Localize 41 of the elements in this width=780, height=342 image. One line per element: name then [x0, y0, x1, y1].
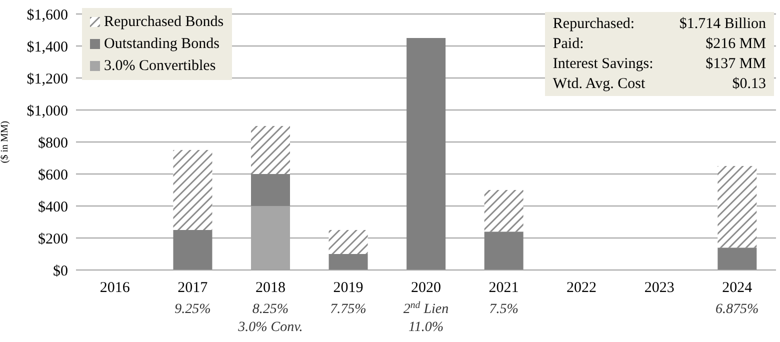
bar	[251, 126, 290, 174]
x-tick-label: 2021 7.5%	[488, 280, 519, 317]
annotation: Paid:	[552, 35, 585, 54]
y-tick-label: $600	[38, 167, 68, 184]
y-tick-label: $800	[38, 135, 68, 152]
y-tick-label: $1,400	[26, 39, 68, 56]
bar	[173, 230, 212, 270]
x-tick-label: 2022	[566, 280, 597, 296]
y-axis-title: ($ in MM)	[0, 120, 11, 164]
y-tick-label: $0	[53, 263, 68, 280]
annotation: Wtd. Avg. Cost	[552, 75, 646, 94]
y-tick-label: $400	[38, 199, 68, 216]
x-tick-label: 2024 6.875%	[716, 280, 759, 317]
annotation: $216 MM	[704, 35, 766, 54]
bar	[173, 150, 212, 230]
annotation: $137 MM	[704, 55, 766, 74]
annotation: Interest Savings:	[552, 55, 654, 74]
x-tick-label: 2017 9.25%	[174, 280, 211, 317]
annotation: $0.13	[731, 75, 766, 94]
x-tick-label: 2020 2$^{nd}$ Lien 11.0%	[403, 280, 449, 335]
x-tick-label: 2016	[100, 280, 130, 296]
legend-label: 3.0% Convertibles	[104, 57, 216, 76]
bar	[718, 166, 757, 248]
bar	[484, 232, 524, 270]
legend-label: Outstanding Bonds	[104, 35, 220, 54]
x-tick-label: 2023	[644, 280, 674, 296]
x-tick-label: 2018 8.25% 3.0% Conv.	[237, 280, 303, 335]
bar	[328, 230, 368, 254]
annotation: $1.714 Billion	[679, 15, 766, 34]
bar	[484, 190, 524, 232]
bar	[328, 254, 368, 270]
bar	[406, 38, 446, 270]
y-tick-label: $1,200	[26, 71, 68, 88]
x-tick-label: 2019 7.75%	[330, 280, 366, 317]
bar	[718, 248, 757, 270]
legend-label: Repurchased Bonds	[104, 13, 224, 32]
y-tick-label: $1,600	[26, 7, 68, 24]
annotation: Repurchased:	[552, 15, 636, 34]
bar	[251, 174, 290, 206]
y-tick-label: $200	[38, 231, 68, 248]
y-tick-label: $1,000	[26, 103, 68, 120]
